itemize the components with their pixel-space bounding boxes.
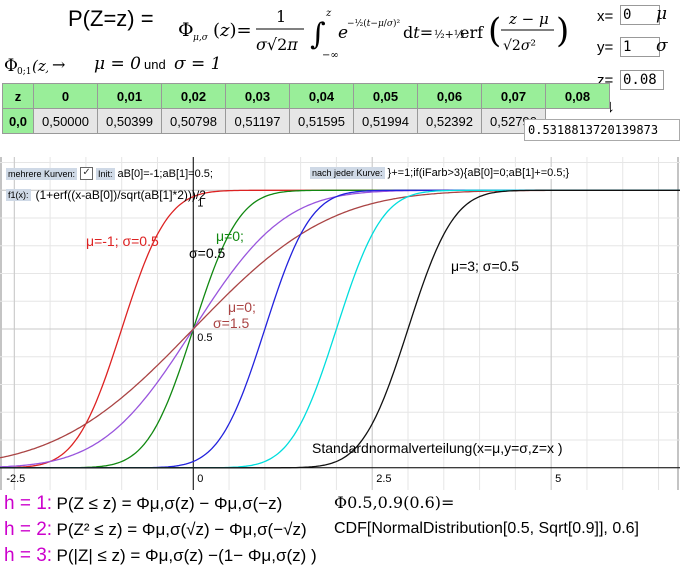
- table-header-cell: 0,08: [545, 83, 610, 109]
- f1-input[interactable]: (1+erf((x-aB[0])/sqrt(aB[1]*2)))/2: [35, 188, 206, 202]
- svg-text:½+½: ½+½: [434, 28, 465, 41]
- table-header-cell: 0,03: [225, 83, 290, 109]
- x-tick-label: -2.5: [6, 473, 25, 485]
- series-line: [0, 189, 680, 469]
- f1-label: f1(x):: [6, 189, 31, 201]
- svg-text:erf: erf: [460, 23, 484, 42]
- annotation-standard-normal: Standardnormalverteilung(x=μ,y=σ,z=x ): [312, 440, 563, 456]
- formula-lhs: P(Z=z) =: [68, 6, 154, 31]
- svg-text:−½(t−μ/σ)²: −½(t−μ/σ)²: [347, 18, 401, 29]
- after-curve-input[interactable]: }+=1;if(iFarb>3){aB[0]=0;aB[1]+=0.5;}: [387, 167, 570, 179]
- table-header-cell: z: [2, 83, 34, 109]
- z-table: z 0 0,01 0,02 0,03 0,04 0,05 0,06 0,07 0…: [2, 83, 610, 134]
- annotation-mu3: μ=3; σ=0.5: [451, 258, 520, 274]
- table-header-cell: 0,06: [417, 83, 482, 109]
- table-header-cell: 0: [33, 83, 98, 109]
- sigma-symbol: σ: [656, 36, 668, 56]
- h2-label: h = 2:: [4, 519, 53, 540]
- svg-text:σ√2π: σ√2π: [256, 35, 298, 54]
- svg-text:Φ: Φ: [4, 56, 18, 76]
- svg-text:0;1: 0;1: [17, 67, 31, 76]
- x-tick-label: 2.5: [376, 473, 391, 485]
- cdf-formula-image: Φ μ,σ (z)= 1 σ√2π ∫ z −∞ e −½(t−μ/σ)² dt…: [178, 7, 569, 60]
- multi-curves-checkbox[interactable]: ✓: [80, 167, 94, 180]
- svg-text:z − μ: z − μ: [508, 10, 549, 28]
- annotation-mu0-brown: μ=0;: [228, 299, 256, 315]
- mu-zero-text: μ = 0: [94, 54, 141, 74]
- y-input[interactable]: 1: [620, 37, 660, 57]
- annotation-mu0-green: μ=0;: [216, 228, 244, 244]
- after-curve-label: nach jeder Kurve:: [310, 167, 385, 179]
- plot-tick-labels: -2.5 0 2.5 5 0.5 1: [6, 197, 561, 485]
- y-label: y=: [597, 39, 614, 56]
- svg-text:1: 1: [276, 7, 286, 26]
- result-output[interactable]: 0.5318813720139873: [524, 119, 680, 141]
- svg-text:−∞: −∞: [322, 50, 339, 60]
- phi-arrow: →: [52, 55, 66, 74]
- und-text: und: [144, 57, 166, 72]
- table-row: 0,0 0,50000 0,50399 0,50798 0,51197 0,51…: [2, 108, 610, 134]
- table-cell: 0,50000: [33, 108, 98, 134]
- z-input[interactable]: 0.08: [620, 70, 664, 90]
- h3-line: h = 3: P(|Z| ≤ z) = Φμ,σ(z) −(1− Φμ,σ(z)…: [4, 545, 317, 567]
- table-cell: 0,51197: [225, 108, 290, 134]
- table-cell: 0,52392: [417, 108, 482, 134]
- init-label: Init:: [96, 167, 115, 180]
- init-input[interactable]: aB[0]=-1;aB[1]=0.5;: [117, 167, 213, 180]
- table-header-cell: 0,02: [161, 83, 226, 109]
- table-cell: 0,50798: [161, 108, 226, 134]
- svg-text:(z)=: (z)=: [213, 20, 252, 41]
- x-tick-label: 5: [555, 473, 561, 485]
- svg-text:(: (: [488, 11, 501, 51]
- h3-formula: P(|Z| ≤ z) = Φμ,σ(z) −(1− Φμ,σ(z) ): [56, 546, 317, 565]
- x-input[interactable]: 0: [620, 5, 660, 25]
- table-cell: 0,50399: [97, 108, 162, 134]
- h1-label: h = 1:: [4, 493, 53, 514]
- y-tick-label: 1: [197, 197, 203, 209]
- table-row-label: 0,0: [2, 108, 34, 134]
- svg-text:√2σ²: √2σ²: [503, 38, 536, 54]
- annotation-mu-minus1: μ=-1; σ=0.5: [86, 233, 159, 249]
- down-arrow-icon: ↓: [606, 96, 615, 116]
- annotation-sigma05: σ=0.5: [189, 245, 226, 261]
- table-cell: 0,51595: [289, 108, 354, 134]
- h1-line: h = 1: P(Z ≤ z) = Φμ,σ(z) − Φμ,σ(−z): [4, 493, 282, 515]
- svg-text:Φ: Φ: [178, 19, 194, 41]
- after-curve-control: nach jeder Kurve: }+=1;if(iFarb>3){aB[0]…: [310, 167, 570, 179]
- table-header-cell: 0,05: [353, 83, 418, 109]
- y-tick-label: 0.5: [197, 332, 212, 344]
- svg-text:∫: ∫: [310, 17, 326, 52]
- svg-text:): ): [556, 11, 569, 51]
- table-header-cell: 0,04: [289, 83, 354, 109]
- mu-symbol: μ: [656, 4, 668, 24]
- table-header-cell: 0,01: [97, 83, 162, 109]
- phi-expression: Φ0.5,0.9(0.6)=: [334, 493, 455, 512]
- svg-text:μ,σ: μ,σ: [193, 33, 209, 43]
- table-header-cell: 0,07: [481, 83, 546, 109]
- h2-line: h = 2: P(Z² ≤ z) = Φμ,σ(√z) − Φμ,σ(−√z): [4, 519, 307, 541]
- sigma-one-text: σ = 1: [174, 54, 222, 74]
- f1-control: f1(x): (1+erf((x-aB[0])/sqrt(aB[1]*2)))/…: [6, 188, 206, 202]
- svg-text:z: z: [325, 8, 332, 19]
- svg-text:e: e: [338, 23, 348, 43]
- table-header-row: z 0 0,01 0,02 0,03 0,04 0,05 0,06 0,07 0…: [2, 83, 610, 109]
- svg-text:(z): (z): [32, 57, 48, 75]
- h1-formula: P(Z ≤ z) = Φμ,σ(z) − Φμ,σ(−z): [56, 494, 283, 513]
- svg-text:dt=: dt=: [403, 23, 433, 42]
- phi-symbol: Φ 0;1 (z): [4, 56, 48, 76]
- h2-formula: P(Z² ≤ z) = Φμ,σ(√z) − Φμ,σ(−√z): [56, 520, 307, 539]
- multi-curves-control: mehrere Kurven: ✓ Init: aB[0]=-1;aB[1]=0…: [6, 167, 213, 180]
- h3-label: h = 3:: [4, 545, 53, 566]
- cdf-plot[interactable]: -2.5 0 2.5 5 0.5 1: [0, 157, 680, 490]
- cdf-expression: CDF[NormalDistribution[0.5, Sqrt[0.9]], …: [334, 520, 639, 537]
- x-tick-label: 0: [197, 473, 203, 485]
- multi-curves-label: mehrere Kurven:: [6, 167, 78, 180]
- table-cell: 0,51994: [353, 108, 418, 134]
- annotation-sigma15: σ=1.5: [213, 315, 250, 331]
- x-label: x=: [597, 8, 614, 25]
- plot-curves: [0, 189, 680, 469]
